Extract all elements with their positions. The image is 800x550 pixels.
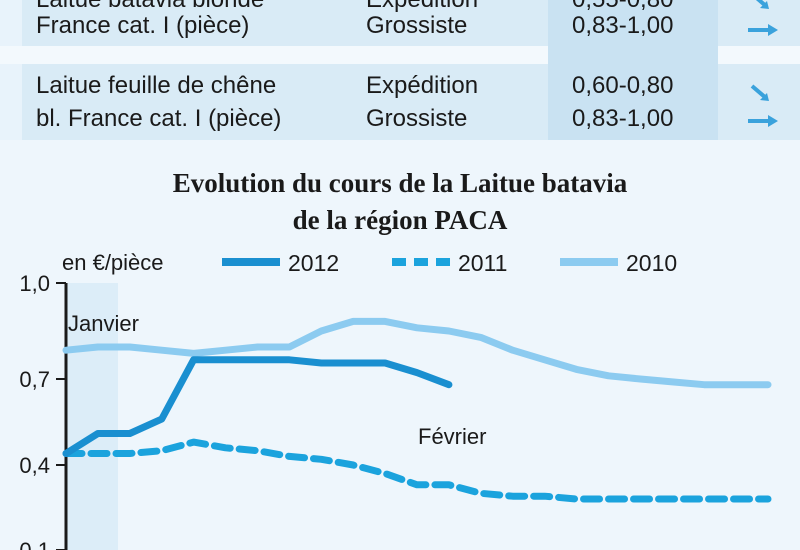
trend-arrows xyxy=(748,0,778,127)
market-stage: Expédition xyxy=(366,72,479,99)
series-line-2010 xyxy=(62,317,772,389)
market-stage: Expédition xyxy=(366,0,478,16)
price-table: Laitue batavia blonde France cat. I (piè… xyxy=(0,0,800,140)
y-tick-label: 0,7 xyxy=(19,367,50,392)
price-range: 0,60-0,80 xyxy=(572,72,674,99)
y-axis-label: en €/pièce xyxy=(62,250,164,275)
price-column xyxy=(548,0,718,140)
product-name-line: bl. France cat. I (pièce) xyxy=(36,105,282,132)
legend-label: 2011 xyxy=(458,250,507,276)
y-tick-label: 0,4 xyxy=(19,453,50,478)
y-tick-label: 0,1 xyxy=(19,538,50,550)
price-range: 0,83-1,00 xyxy=(572,12,674,39)
product-name-line: Laitue batavia blonde xyxy=(36,0,264,16)
annotation-janvier: Janvier xyxy=(68,311,139,336)
down-arrow-icon xyxy=(750,84,769,101)
market-stage: Grossiste xyxy=(366,105,468,132)
down-arrow-icon xyxy=(755,0,769,9)
price-range: 0,83-1,00 xyxy=(572,105,674,132)
product-name-line: Laitue feuille de chêne xyxy=(36,72,277,99)
product-name-line: France cat. I (pièce) xyxy=(36,12,250,39)
legend-label: 2012 xyxy=(288,250,339,276)
y-tick-label: 1,0 xyxy=(19,271,50,296)
chart-title-line-2: de la région PACA xyxy=(292,205,508,235)
right-arrow-icon xyxy=(748,115,778,127)
price-range: 0,55-0,80 xyxy=(572,0,673,16)
january-band xyxy=(66,283,118,550)
series-line-2011 xyxy=(62,438,772,503)
market-stage: Grossiste xyxy=(366,12,468,39)
right-arrow-icon xyxy=(748,24,778,36)
series-line-2012 xyxy=(62,356,453,457)
legend-label: 2010 xyxy=(626,250,677,276)
chart-title-line-1: Evolution du cours de la Laitue batavia xyxy=(172,168,628,198)
annotation-fevrier: Février xyxy=(418,424,486,449)
